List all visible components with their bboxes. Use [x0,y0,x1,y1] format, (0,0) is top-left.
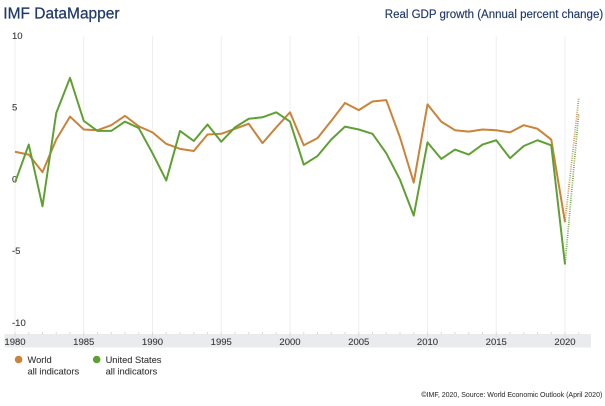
svg-text:World: World [28,355,52,365]
svg-text:Real GDP growth (Annual percen: Real GDP growth (Annual percent change) [385,9,604,21]
svg-text:1980: 1980 [4,337,25,348]
svg-text:United States: United States [106,355,162,365]
svg-text:2010: 2010 [417,337,438,348]
svg-text:2000: 2000 [279,337,300,348]
svg-text:0: 0 [12,174,17,185]
svg-text:-10: -10 [12,318,26,329]
svg-text:1990: 1990 [142,337,163,348]
svg-text:10: 10 [12,31,23,42]
svg-text:1985: 1985 [73,337,94,348]
svg-text:2015: 2015 [486,337,507,348]
svg-text:2020: 2020 [554,337,575,348]
svg-text:5: 5 [12,103,17,114]
svg-text:2005: 2005 [348,337,369,348]
svg-text:©IMF, 2020, Source: World Econ: ©IMF, 2020, Source: World Economic Outlo… [421,391,602,399]
svg-text:IMF DataMapper: IMF DataMapper [3,6,119,23]
svg-text:all indicators: all indicators [106,366,158,376]
svg-text:1995: 1995 [211,337,232,348]
svg-text:-5: -5 [12,246,20,257]
svg-text:all indicators: all indicators [28,366,80,376]
